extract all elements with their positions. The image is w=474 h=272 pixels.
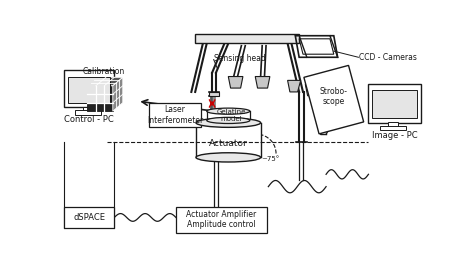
Bar — [83, 107, 93, 111]
Bar — [64, 207, 114, 228]
Bar — [209, 92, 219, 96]
Text: Control - PC: Control - PC — [64, 115, 114, 124]
Ellipse shape — [207, 117, 250, 123]
Bar — [372, 90, 417, 118]
Polygon shape — [87, 77, 123, 86]
Bar — [176, 207, 267, 233]
Text: Sensing head: Sensing head — [214, 54, 266, 63]
Text: Actuator Amplifier
Amplitude control: Actuator Amplifier Amplitude control — [186, 210, 256, 230]
Bar — [64, 70, 114, 107]
Polygon shape — [228, 76, 243, 88]
Polygon shape — [305, 84, 319, 96]
Text: Gelatine
model: Gelatine model — [217, 109, 246, 122]
Ellipse shape — [196, 153, 261, 162]
Bar — [388, 122, 399, 126]
Polygon shape — [288, 81, 301, 92]
Ellipse shape — [196, 118, 261, 127]
Bar — [87, 86, 113, 111]
Bar — [149, 103, 201, 126]
Bar — [380, 126, 406, 131]
Polygon shape — [255, 76, 270, 88]
Text: Laser
Interferometer: Laser Interferometer — [147, 105, 203, 125]
Bar — [368, 84, 421, 123]
Polygon shape — [113, 77, 123, 111]
Text: dSPACE: dSPACE — [73, 213, 105, 222]
Bar — [75, 110, 101, 115]
Text: Calibration
object: Calibration object — [82, 67, 125, 86]
Polygon shape — [304, 65, 364, 134]
Bar — [195, 34, 299, 44]
Text: Image - PC: Image - PC — [372, 131, 418, 140]
Text: ~75°: ~75° — [261, 156, 279, 162]
Ellipse shape — [207, 108, 250, 114]
Bar — [68, 76, 110, 103]
Text: CCD - Cameras: CCD - Cameras — [359, 53, 417, 62]
Text: Strobo-
scope: Strobo- scope — [320, 87, 348, 106]
Text: Actuator: Actuator — [209, 139, 248, 148]
